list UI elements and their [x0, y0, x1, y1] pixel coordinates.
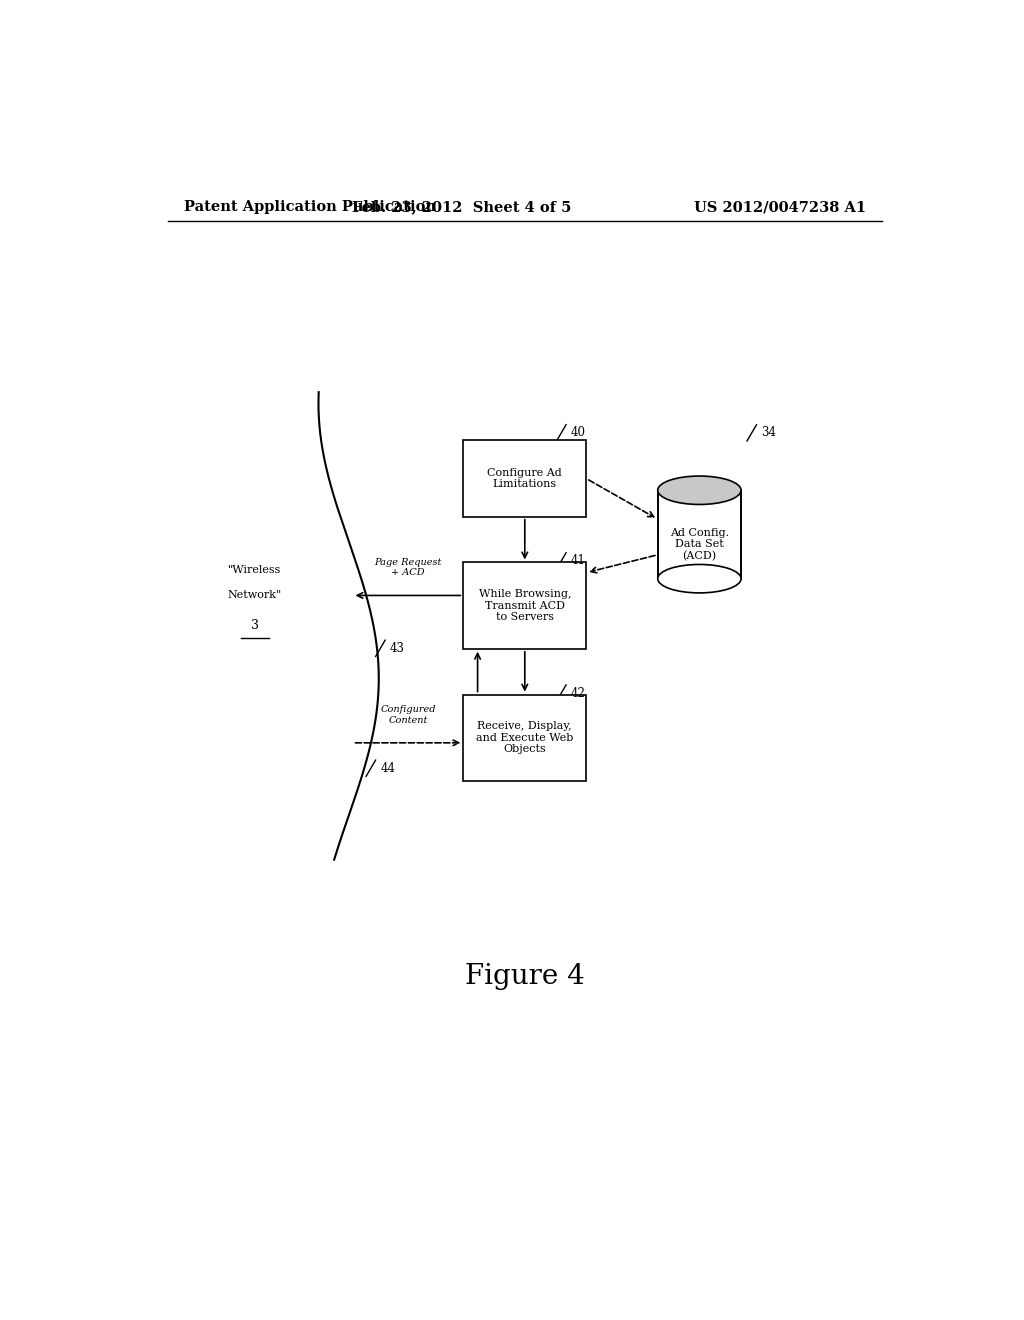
Text: Feb. 23, 2012  Sheet 4 of 5: Feb. 23, 2012 Sheet 4 of 5 — [351, 201, 571, 214]
Ellipse shape — [657, 565, 741, 593]
Text: 34: 34 — [761, 426, 776, 440]
Text: 44: 44 — [380, 762, 395, 775]
Text: While Browsing,
Transmit ACD
to Servers: While Browsing, Transmit ACD to Servers — [478, 589, 571, 622]
Text: Patent Application Publication: Patent Application Publication — [183, 201, 435, 214]
FancyBboxPatch shape — [657, 490, 741, 578]
Text: Figure 4: Figure 4 — [465, 964, 585, 990]
Text: 3: 3 — [251, 619, 259, 632]
Text: Page Request
+ ACD: Page Request + ACD — [374, 558, 441, 577]
FancyBboxPatch shape — [463, 694, 587, 781]
Text: 41: 41 — [570, 554, 586, 568]
Text: "Wireless: "Wireless — [228, 565, 282, 576]
FancyBboxPatch shape — [463, 562, 587, 649]
Text: 43: 43 — [390, 642, 404, 655]
FancyBboxPatch shape — [463, 441, 587, 516]
Text: US 2012/0047238 A1: US 2012/0047238 A1 — [694, 201, 866, 214]
Text: Ad Config.
Data Set
(ACD): Ad Config. Data Set (ACD) — [670, 528, 729, 561]
Text: Receive, Display,
and Execute Web
Objects: Receive, Display, and Execute Web Object… — [476, 721, 573, 754]
Ellipse shape — [657, 477, 741, 504]
Text: 40: 40 — [570, 426, 586, 440]
Text: Network": Network" — [228, 590, 282, 601]
Text: Configure Ad
Limitations: Configure Ad Limitations — [487, 467, 562, 490]
Text: 42: 42 — [570, 686, 586, 700]
Text: Configured
Content: Configured Content — [380, 705, 435, 725]
